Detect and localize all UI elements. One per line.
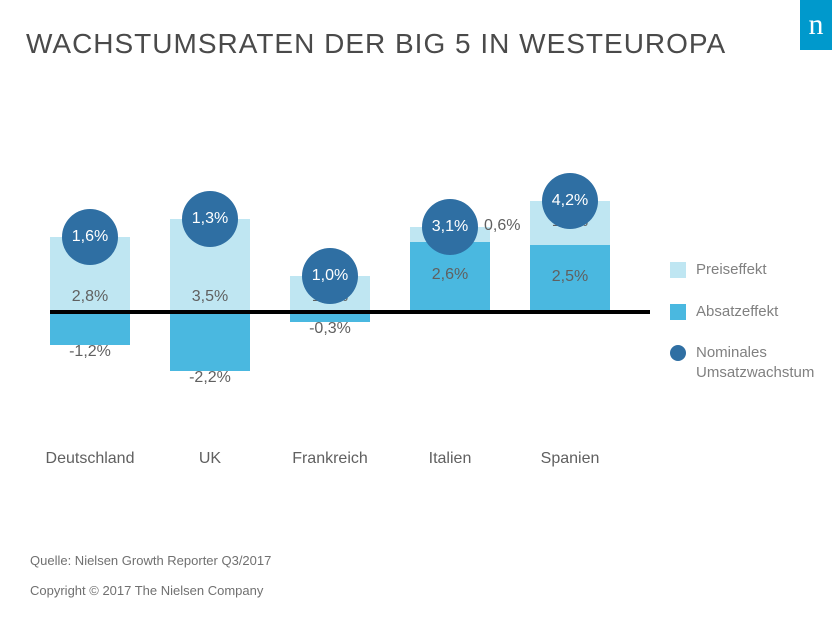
nominal-circle: 3,1% <box>422 199 478 255</box>
category-label: Frankreich <box>270 450 390 468</box>
value-label-absatz: -1,2% <box>50 343 130 361</box>
copyright-text: Copyright © 2017 The Nielsen Company <box>30 583 263 598</box>
legend-item-preis: Preiseffekt <box>670 260 820 280</box>
category-label: Spanien <box>510 450 630 468</box>
chart-area: 2,8%-1,2%1,6%Deutschland3,5%-2,2%1,3%UK1… <box>50 120 650 460</box>
legend-item-absatz: Absatzeffekt <box>670 302 820 322</box>
bar-absatz <box>50 314 130 345</box>
legend-label: Absatzeffekt <box>696 302 778 322</box>
nominal-circle: 4,2% <box>542 173 598 229</box>
chart-title: WACHSTUMSRATEN DER BIG 5 IN WESTEUROPA <box>26 28 726 60</box>
bar-absatz <box>170 314 250 371</box>
category-label: UK <box>150 450 270 468</box>
value-label-absatz: 2,5% <box>530 268 610 286</box>
value-label-preis: 3,5% <box>170 288 250 306</box>
legend-circle-nominal <box>670 345 686 361</box>
category-label: Deutschland <box>30 450 150 468</box>
legend-label: Preiseffekt <box>696 260 767 280</box>
source-text: Quelle: Nielsen Growth Reporter Q3/2017 <box>30 553 271 568</box>
nominal-circle: 1,0% <box>302 248 358 304</box>
value-label-absatz: -0,3% <box>290 320 370 338</box>
value-label-preis: 2,8% <box>50 288 130 306</box>
value-label-preis: 0,6% <box>484 217 520 235</box>
legend-label: Nominales Umsatzwachstum <box>696 343 820 382</box>
nominal-circle: 1,3% <box>182 191 238 247</box>
legend: Preiseffekt Absatzeffekt Nominales Umsat… <box>670 260 820 404</box>
baseline <box>50 310 650 314</box>
legend-swatch-preis <box>670 262 686 278</box>
category-label: Italien <box>390 450 510 468</box>
legend-item-nominal: Nominales Umsatzwachstum <box>670 343 820 382</box>
nielsen-logo-icon: n <box>800 0 832 50</box>
value-label-absatz: -2,2% <box>170 369 250 387</box>
legend-swatch-absatz <box>670 304 686 320</box>
nominal-circle: 1,6% <box>62 209 118 265</box>
value-label-absatz: 2,6% <box>410 266 490 284</box>
